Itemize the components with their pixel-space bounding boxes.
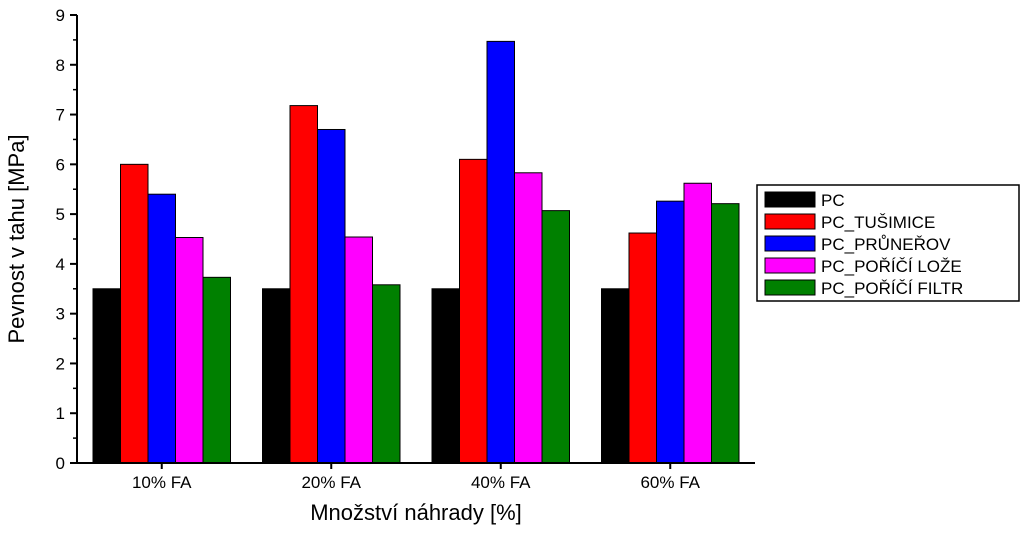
bar	[601, 288, 630, 464]
bars-group	[92, 40, 740, 464]
legend-label: PC_TUŠIMICE	[821, 213, 935, 232]
y-tick-label: 1	[56, 404, 65, 423]
bar	[202, 276, 231, 464]
bar	[711, 203, 740, 464]
legend-label: PC	[821, 191, 845, 210]
bar	[317, 128, 346, 464]
legend-swatch	[764, 235, 816, 252]
legend-label: PC_POŘÍČÍ LOŽE	[821, 257, 962, 276]
bar	[459, 158, 488, 464]
bar	[120, 163, 149, 464]
x-axis-label: Množství náhrady [%]	[310, 500, 522, 525]
bar	[372, 284, 401, 464]
x-ticks-group: 10% FA 20% FA 40% FA 60% FA	[132, 463, 701, 492]
legend-label: PC_POŘÍČÍ FILTR	[821, 279, 963, 298]
bar	[486, 40, 515, 464]
bar	[344, 236, 373, 464]
y-tick-label: 6	[56, 155, 65, 174]
y-tick-label: 9	[56, 6, 65, 25]
x-tick-label: 10% FA	[132, 473, 192, 492]
legend-swatch	[764, 257, 816, 274]
bar	[541, 210, 570, 464]
y-ticks-group: 0 1 2 3 4 5 6 7 8 9	[56, 6, 77, 473]
y-tick-label: 4	[56, 255, 65, 274]
x-tick-label: 60% FA	[640, 473, 700, 492]
bar	[92, 288, 121, 464]
y-tick-label: 0	[56, 454, 65, 473]
bar	[514, 172, 543, 464]
legend-swatch	[764, 279, 816, 296]
bar	[431, 288, 460, 464]
x-tick-label: 20% FA	[301, 473, 361, 492]
bar	[147, 193, 176, 464]
legend-label: PC_PRŮNEŘOV	[821, 235, 951, 254]
legend-swatch	[764, 213, 816, 230]
legend: PC PC_TUŠIMICE PC_PRŮNEŘOV PC_POŘÍČÍ LOŽE PC…	[756, 184, 1020, 302]
legend-swatch	[764, 191, 816, 208]
bar	[683, 182, 712, 464]
bar	[289, 105, 318, 464]
y-tick-label: 8	[56, 56, 65, 75]
y-axis-label: Pevnost v tahu [MPa]	[4, 134, 29, 343]
bar	[175, 237, 204, 464]
bar	[628, 232, 657, 464]
bar	[656, 200, 685, 464]
y-tick-label: 3	[56, 305, 65, 324]
bar	[262, 288, 291, 464]
y-tick-label: 7	[56, 106, 65, 125]
x-tick-label: 40% FA	[471, 473, 531, 492]
y-tick-label: 5	[56, 205, 65, 224]
y-tick-label: 2	[56, 354, 65, 373]
